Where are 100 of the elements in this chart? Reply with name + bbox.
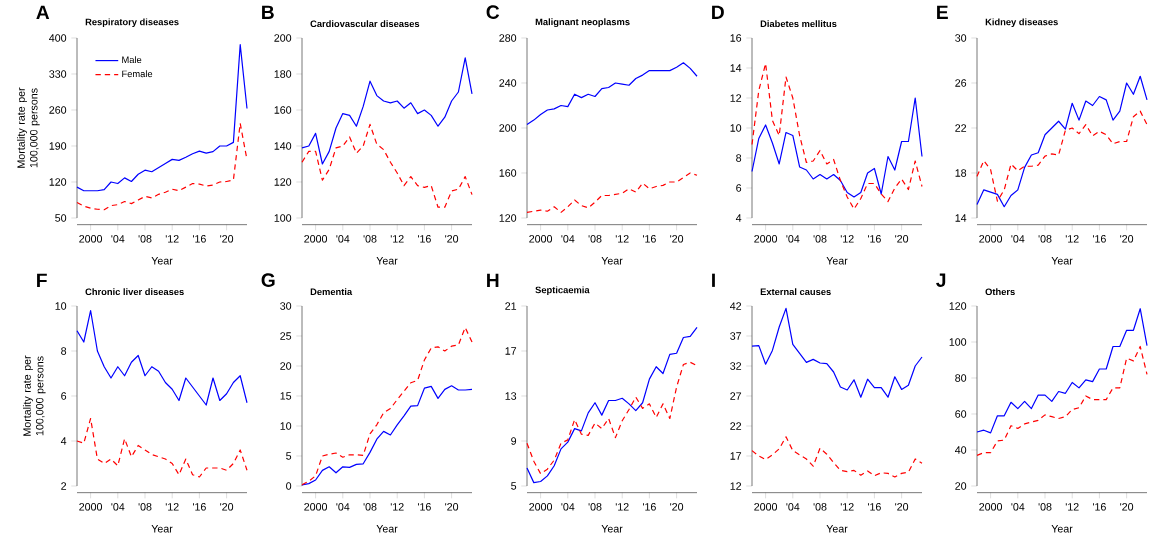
text: D bbox=[712, 5, 724, 19]
x-tick-label: '20 bbox=[1120, 503, 1134, 511]
y-tick-label: 25 bbox=[280, 332, 292, 340]
x-tick-label: '12 bbox=[390, 235, 404, 243]
y-tick-label: 120 bbox=[499, 214, 517, 222]
x-tick-label: '12 bbox=[165, 503, 179, 511]
y-tick-label: 180 bbox=[274, 70, 292, 78]
y-tick-label: 16 bbox=[730, 34, 742, 42]
line-series bbox=[976, 308, 1148, 434]
y-tick-label: 400 bbox=[49, 34, 67, 42]
x-axis-title: Year bbox=[376, 525, 398, 533]
x-tick-label: '16 bbox=[418, 235, 431, 243]
x-axis-title: Year bbox=[1051, 257, 1073, 265]
x-tick-label: '20 bbox=[445, 235, 459, 243]
y-tick-label: 12 bbox=[730, 94, 742, 102]
x-tick-label: 2000 bbox=[529, 235, 553, 243]
chart-title: Malignant neoplasms bbox=[535, 18, 630, 28]
x-tick-label: '20 bbox=[670, 235, 684, 243]
x-tick-label: '04 bbox=[561, 235, 575, 243]
x-tick-label: '04 bbox=[786, 503, 800, 511]
x-tick-label: 2000 bbox=[79, 503, 103, 511]
text: E bbox=[937, 5, 948, 19]
x-tick-label: '12 bbox=[1065, 235, 1079, 243]
y-tick-label: 5 bbox=[511, 482, 517, 490]
y-tick-label: 60 bbox=[955, 410, 967, 418]
y-tick-label: 37 bbox=[730, 332, 742, 340]
x-axis-title: Year bbox=[1051, 525, 1073, 533]
legend-label: Female bbox=[122, 70, 153, 78]
y-tick-label: 280 bbox=[499, 34, 517, 42]
y-tick-label: 100 bbox=[274, 214, 292, 222]
y-tick-label: 30 bbox=[955, 34, 967, 42]
x-tick-label: '20 bbox=[220, 503, 234, 511]
x-tick-label: '08 bbox=[813, 503, 827, 511]
x-tick-label: '12 bbox=[840, 503, 854, 511]
x-tick-label: '12 bbox=[1065, 503, 1079, 511]
chart-title: Others bbox=[985, 288, 1015, 296]
x-tick-label: '04 bbox=[111, 235, 125, 243]
line-series bbox=[301, 385, 473, 486]
x-tick-label: '20 bbox=[220, 235, 234, 243]
x-tick-label: '20 bbox=[670, 503, 684, 511]
x-tick-label: '16 bbox=[643, 235, 656, 243]
y-tick-label: 120 bbox=[949, 302, 967, 310]
x-axis-title: Year bbox=[151, 257, 173, 265]
x-tick-label: '20 bbox=[895, 503, 909, 511]
y-tick-label: 0 bbox=[286, 482, 292, 490]
y-tick-label: 40 bbox=[955, 446, 967, 454]
x-tick-label: '12 bbox=[390, 503, 404, 511]
y-tick-label: 2 bbox=[61, 482, 67, 490]
x-tick-label: '04 bbox=[1011, 235, 1025, 243]
x-tick-label: '08 bbox=[588, 503, 602, 511]
y-tick-label: 20 bbox=[955, 482, 967, 490]
x-axis-title: Year bbox=[826, 525, 848, 533]
chart-title: External causes bbox=[760, 288, 831, 296]
y-tick-label: 260 bbox=[49, 106, 67, 114]
x-tick-label: '08 bbox=[363, 503, 377, 511]
y-tick-label: 4 bbox=[735, 214, 742, 222]
y-tick-label: 10 bbox=[730, 124, 742, 132]
y-axis-title: Mortality rate per 100,000 persons bbox=[22, 355, 46, 436]
line-series bbox=[976, 75, 1148, 208]
y-tick-label: 10 bbox=[280, 422, 292, 430]
x-axis-title: Year bbox=[601, 525, 623, 533]
y-tick-label: 20 bbox=[280, 362, 292, 370]
chart-title: Dementia bbox=[310, 288, 353, 296]
legend-label: Male bbox=[122, 56, 142, 64]
x-tick-label: '04 bbox=[336, 235, 350, 243]
y-tick-label: 8 bbox=[61, 347, 67, 355]
x-tick-label: '08 bbox=[1038, 503, 1052, 511]
y-tick-label: 18 bbox=[955, 169, 967, 177]
x-tick-label: '20 bbox=[445, 503, 459, 511]
text: A bbox=[36, 5, 50, 19]
y-tick-label: 120 bbox=[49, 178, 67, 186]
y-tick-label: 190 bbox=[49, 142, 67, 150]
y-tick-label: 160 bbox=[274, 106, 292, 114]
x-tick-label: '08 bbox=[138, 235, 152, 243]
y-tick-label: 13 bbox=[505, 392, 517, 400]
y-tick-label: 8 bbox=[736, 154, 742, 162]
y-tick-label: 12 bbox=[730, 482, 742, 490]
x-tick-label: '16 bbox=[868, 235, 881, 243]
x-tick-label: 2000 bbox=[979, 235, 1003, 243]
x-axis-title: Year bbox=[151, 525, 173, 533]
x-tick-label: 2000 bbox=[79, 235, 103, 243]
y-tick-label: 10 bbox=[55, 302, 67, 310]
y-tick-label: 200 bbox=[274, 34, 292, 42]
y-tick-label: 42 bbox=[729, 302, 742, 310]
x-tick-label: '04 bbox=[1011, 503, 1025, 511]
y-tick-label: 27 bbox=[730, 392, 742, 400]
x-tick-label: 2000 bbox=[304, 503, 328, 511]
y-tick-label: 17 bbox=[730, 452, 742, 460]
chart-title: Kidney diseases bbox=[985, 18, 1058, 28]
line-series bbox=[76, 309, 248, 406]
chart-title: Diabetes mellitus bbox=[760, 20, 837, 28]
x-tick-label: '16 bbox=[868, 503, 881, 511]
text: H bbox=[487, 273, 499, 287]
x-tick-label: 2000 bbox=[529, 503, 553, 511]
text: C bbox=[486, 5, 500, 19]
chart-title: Septicaemia bbox=[535, 286, 590, 296]
x-tick-label: '04 bbox=[336, 503, 350, 511]
line-series bbox=[301, 327, 473, 486]
y-tick-label: 50 bbox=[55, 214, 67, 222]
x-tick-label: '16 bbox=[1093, 235, 1106, 243]
